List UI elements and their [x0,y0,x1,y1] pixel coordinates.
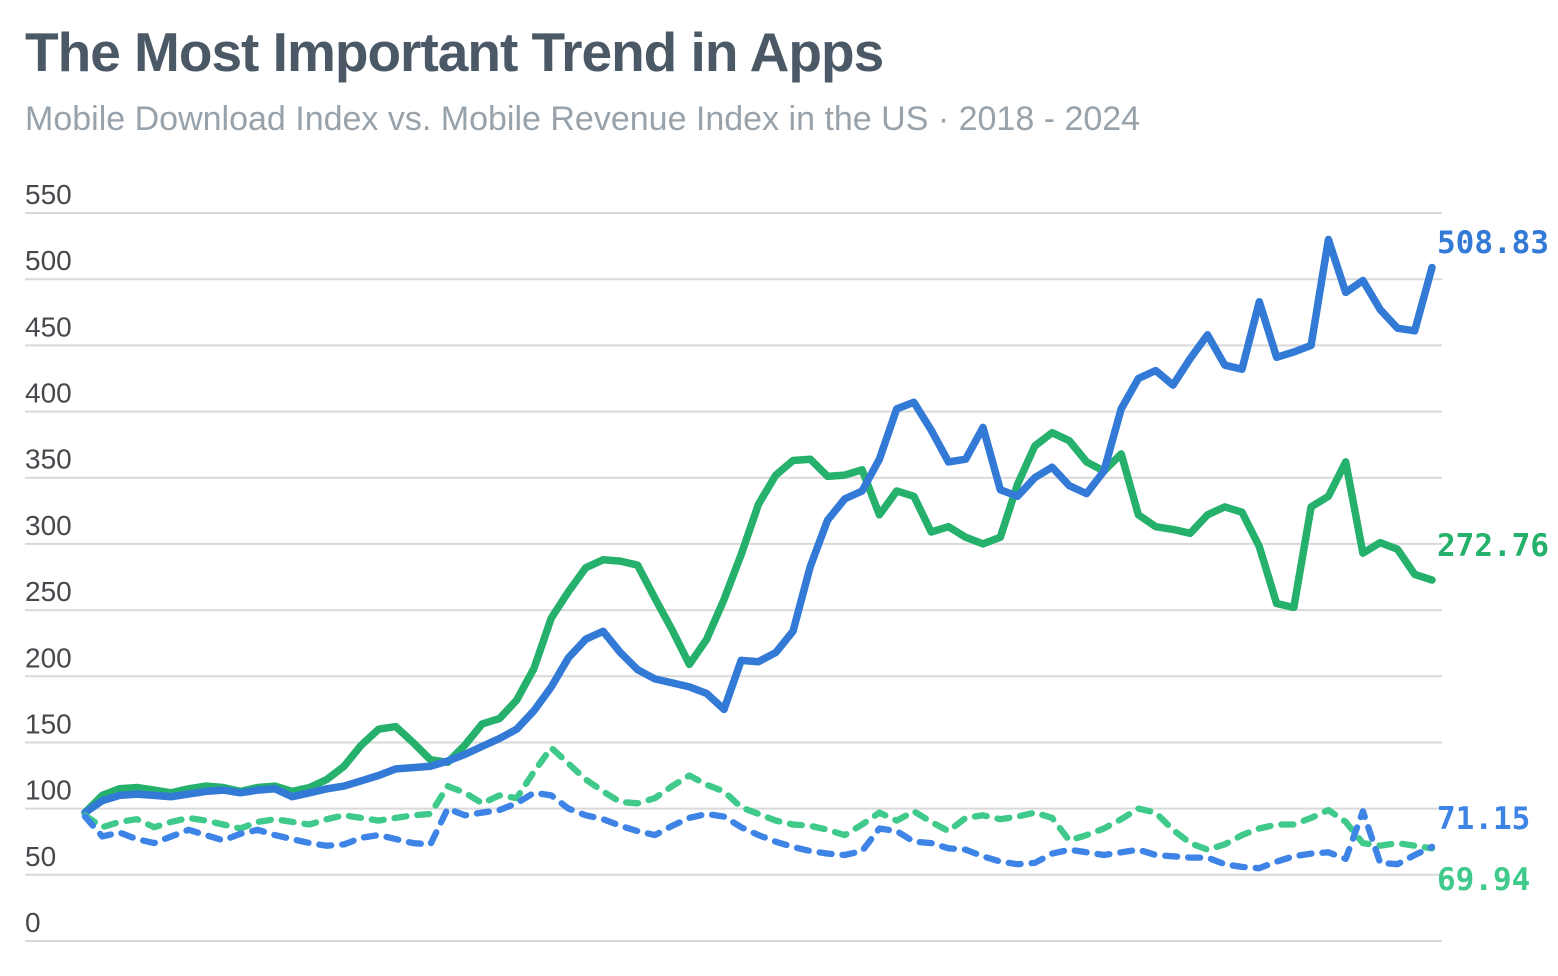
series-end-label-revenue-index-blue-solid: 508.83 [1437,225,1549,261]
y-axis-tick-label: 450 [25,311,72,342]
series-end-label-download-index-green-dashed: 69.94 [1437,862,1530,898]
y-axis-tick-label: 0 [25,907,41,938]
y-axis-tick-label: 350 [25,444,72,475]
y-axis-tick-label: 100 [25,775,72,806]
series-end-label-download-index-blue-dashed: 71.15 [1437,801,1530,837]
y-axis-tick-label: 300 [25,510,72,541]
y-axis-tick-label: 150 [25,709,72,740]
y-axis-tick-label: 200 [25,642,72,673]
series-line-revenue-index-blue-solid [81,235,1436,817]
y-axis-tick-label: 50 [25,841,56,872]
y-axis-tick-label: 550 [25,179,72,210]
series-line-revenue-index-green-solid [81,428,1436,817]
series-line-download-index-green-dashed [81,744,1436,853]
y-axis-tick-label: 500 [25,245,72,276]
y-axis-tick-label: 250 [25,576,72,607]
y-axis-tick-label: 400 [25,378,72,409]
chart-subtitle: Mobile Download Index vs. Mobile Revenue… [25,100,1141,138]
page-title: The Most Important Trend in Apps [25,21,884,83]
series-line-download-index-blue-dashed [81,789,1436,872]
series-end-label-revenue-index-green-solid: 272.76 [1437,528,1549,564]
